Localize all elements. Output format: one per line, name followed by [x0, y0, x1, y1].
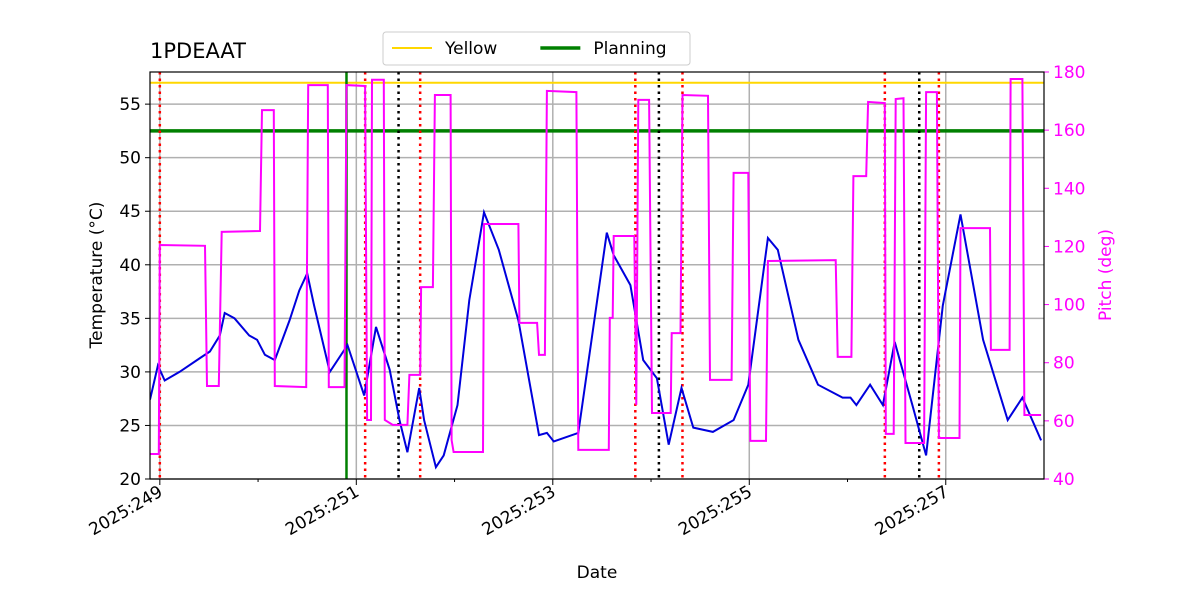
x-axis-label: Date	[577, 563, 618, 583]
y2-tick-label: 60	[1053, 412, 1075, 432]
x-tick-label: 2025:257	[872, 482, 953, 540]
chart-title: 1PDEAAT	[150, 39, 246, 63]
data-line	[150, 208, 1043, 470]
y2-tick-label: 140	[1053, 179, 1085, 199]
y2-tick-label: 160	[1053, 121, 1085, 141]
y-tick-label: 25	[119, 416, 141, 436]
y-tick-label: 30	[119, 363, 141, 383]
legend-box	[382, 31, 691, 66]
x-tick-label: 2025:253	[479, 482, 560, 540]
legend-label: Planning	[593, 39, 666, 59]
data-line	[150, 78, 1042, 455]
y-tick-label: 50	[119, 149, 141, 169]
y-tick-label: 40	[119, 256, 141, 276]
plot-frame	[149, 71, 1045, 480]
x-tick-label: 2025:255	[675, 482, 756, 540]
y2-tick-label: 120	[1053, 237, 1085, 257]
y2-tick-label: 80	[1053, 354, 1075, 374]
y-axis-label: Temperature (°C)	[87, 202, 107, 350]
y-tick-label: 45	[119, 202, 141, 222]
y2-tick-label: 40	[1053, 470, 1075, 490]
x-tick-label: 2025:251	[282, 482, 363, 540]
y-tick-label: 20	[119, 470, 141, 490]
y2-tick-label: 180	[1053, 63, 1085, 83]
x-tick-label: 2025:249	[86, 482, 167, 540]
y2-tick-label: 100	[1053, 296, 1085, 316]
y-tick-label: 55	[119, 95, 141, 115]
legend: Yellow Planning	[382, 31, 691, 66]
y2-axis-label: Pitch (deg)	[1096, 229, 1116, 321]
legend-label: Yellow	[444, 39, 497, 59]
y-tick-label: 35	[119, 309, 141, 329]
